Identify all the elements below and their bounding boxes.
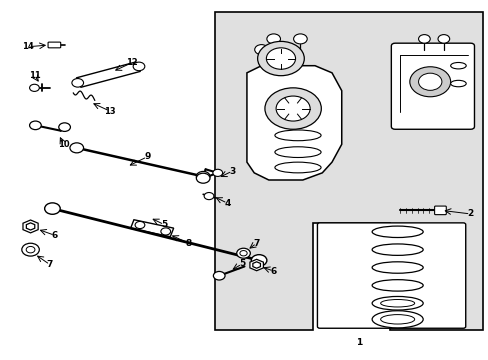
Text: 13: 13 [104, 107, 115, 116]
Circle shape [72, 78, 83, 87]
Circle shape [280, 45, 293, 55]
Ellipse shape [371, 262, 422, 273]
Text: 5: 5 [239, 260, 244, 269]
Circle shape [161, 228, 170, 235]
Circle shape [418, 35, 429, 43]
Ellipse shape [371, 311, 422, 328]
Text: 4: 4 [224, 199, 230, 208]
Circle shape [135, 221, 144, 229]
Polygon shape [215, 12, 482, 330]
FancyBboxPatch shape [317, 223, 465, 328]
Ellipse shape [274, 162, 321, 173]
Circle shape [437, 35, 449, 43]
Polygon shape [76, 62, 140, 87]
Text: 1: 1 [355, 338, 361, 347]
Circle shape [418, 73, 441, 90]
Circle shape [266, 34, 280, 44]
Ellipse shape [26, 247, 35, 253]
Circle shape [293, 34, 306, 44]
Circle shape [264, 88, 321, 129]
Circle shape [276, 96, 309, 121]
Text: 3: 3 [229, 167, 235, 176]
Circle shape [203, 193, 213, 200]
Ellipse shape [450, 80, 465, 87]
Polygon shape [246, 66, 341, 180]
Circle shape [254, 45, 268, 55]
FancyBboxPatch shape [390, 43, 473, 129]
Circle shape [196, 171, 209, 181]
Text: 5: 5 [161, 220, 167, 229]
Circle shape [266, 48, 295, 69]
Circle shape [133, 62, 144, 71]
Ellipse shape [371, 280, 422, 291]
Ellipse shape [236, 248, 250, 258]
Polygon shape [23, 220, 38, 233]
Ellipse shape [371, 244, 422, 255]
Circle shape [30, 84, 39, 91]
Circle shape [251, 255, 266, 266]
Text: 6: 6 [270, 267, 276, 276]
Text: 6: 6 [52, 231, 58, 240]
Polygon shape [26, 223, 35, 230]
Circle shape [213, 271, 224, 280]
Text: 7: 7 [253, 239, 259, 248]
Circle shape [30, 121, 41, 130]
Ellipse shape [380, 300, 414, 307]
Text: 10: 10 [58, 140, 69, 149]
Polygon shape [252, 262, 260, 268]
Circle shape [59, 123, 70, 131]
Text: 7: 7 [47, 260, 53, 269]
Polygon shape [249, 259, 263, 271]
Ellipse shape [450, 63, 465, 69]
Ellipse shape [380, 315, 414, 324]
FancyBboxPatch shape [434, 206, 446, 215]
Ellipse shape [240, 251, 246, 256]
FancyBboxPatch shape [48, 42, 61, 48]
Circle shape [212, 169, 222, 176]
Text: 2: 2 [467, 210, 473, 219]
Text: 12: 12 [125, 58, 137, 67]
Ellipse shape [274, 147, 321, 157]
Circle shape [257, 41, 304, 76]
Text: 8: 8 [185, 239, 191, 248]
Circle shape [44, 203, 60, 214]
Text: 14: 14 [22, 42, 34, 51]
Ellipse shape [274, 130, 321, 141]
Polygon shape [130, 220, 173, 237]
Ellipse shape [371, 226, 422, 238]
Ellipse shape [371, 296, 422, 310]
Circle shape [70, 143, 83, 153]
Circle shape [196, 173, 209, 183]
Circle shape [409, 67, 450, 97]
Text: 9: 9 [144, 152, 150, 161]
Ellipse shape [22, 243, 39, 256]
Text: 11: 11 [28, 71, 40, 80]
